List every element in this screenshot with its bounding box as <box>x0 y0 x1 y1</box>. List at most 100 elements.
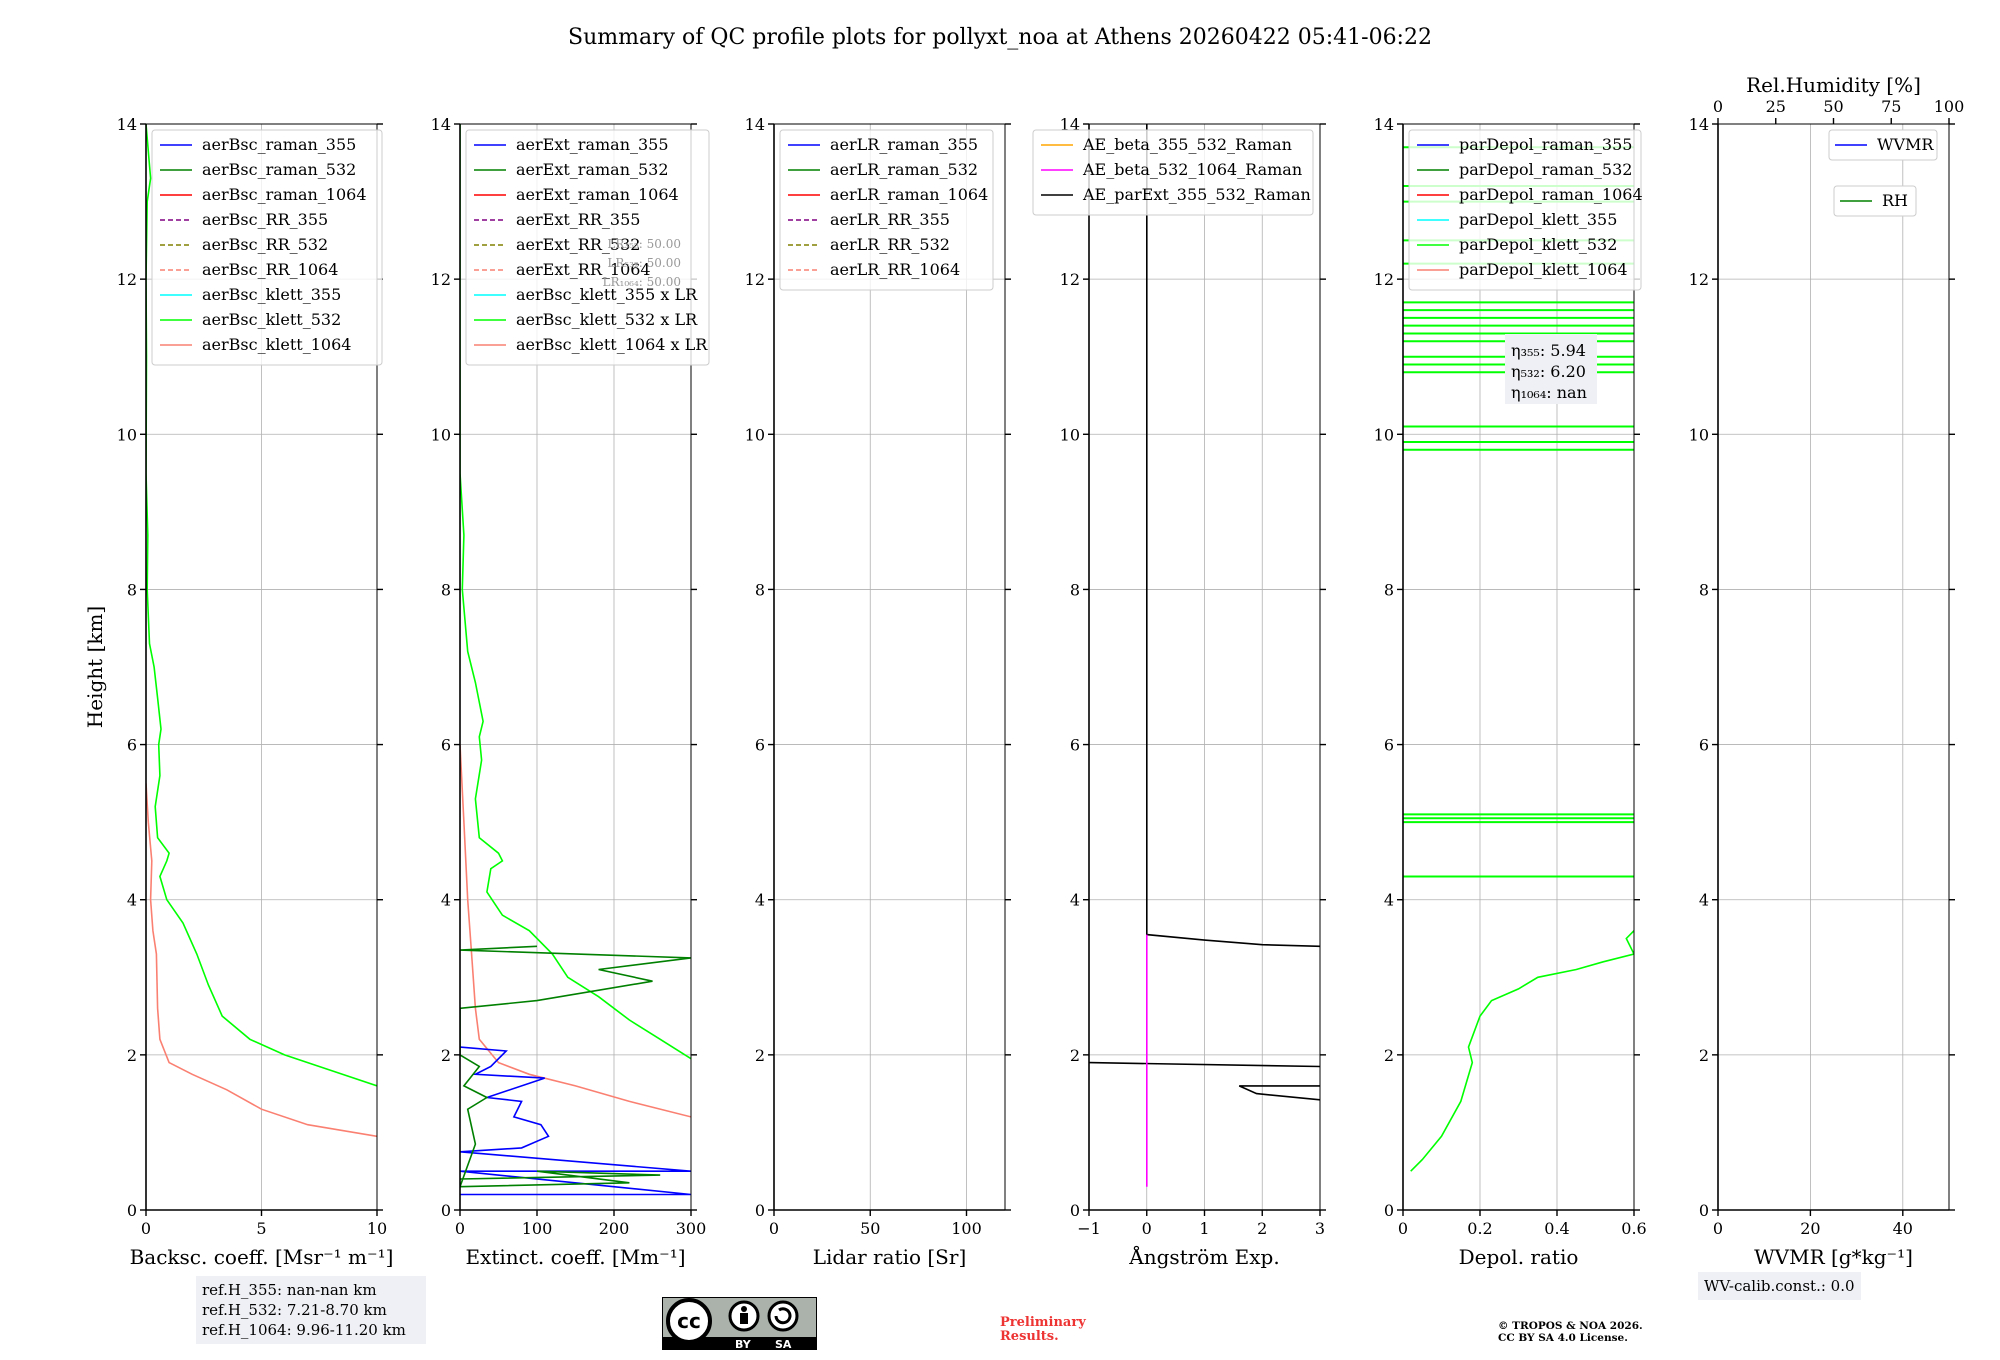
legend-label: RH <box>1882 191 1908 210</box>
legend-label: aerExt_raman_532 <box>516 160 669 179</box>
legend-label: aerBsc_RR_1064 <box>202 260 338 279</box>
y-tick-label: 10 <box>431 425 451 444</box>
legend: aerLR_raman_355 aerLR_raman_532 aerLR_rama… <box>779 129 994 291</box>
legend: AE_beta_355_532_Raman AE_beta_532_1064_Ra… <box>1032 129 1314 216</box>
copyright-line-2: CC BY SA 4.0 License. <box>1498 1332 1628 1344</box>
y-tick-label: 10 <box>1689 425 1709 444</box>
y-tick-label: 2 <box>127 1046 137 1065</box>
panel-5: 0 2 4 6 8 10 12 14 0 0.2 0.4 0.6 Depol. ratio parDepo… <box>1374 115 1647 1269</box>
y-tick-label: 4 <box>755 891 765 910</box>
x-top-tick-label: 75 <box>1881 97 1901 116</box>
eta-note: η₁₀₆₄: nan <box>1511 383 1587 402</box>
x-tick-label: 200 <box>599 1219 630 1238</box>
y-tick-label: 8 <box>755 580 765 599</box>
legend-label: aerExt_raman_1064 <box>516 185 679 204</box>
y-tick-label: 8 <box>1699 580 1709 599</box>
y-tick-label: 12 <box>1060 270 1080 289</box>
eta-note: η₅₃₂: 6.20 <box>1511 362 1586 381</box>
legend: WVMR RH <box>1828 129 1938 217</box>
y-tick-label: 12 <box>745 270 765 289</box>
preliminary-line-1: Preliminary <box>1000 1315 1086 1330</box>
wv-calib-text: WV-calib.const.: 0.0 <box>1704 1277 1855 1295</box>
legend-frame <box>1833 185 1917 217</box>
eta-box <box>1505 334 1597 404</box>
x-tick-label: −1 <box>1077 1219 1101 1238</box>
series-AE-parExt-355-532-Raman-low2 <box>1238 1085 1320 1101</box>
lr-note: LR₁₀₆₄: 50.00 <box>603 275 681 289</box>
panel-1: 0 2 4 6 8 10 12 14 0 5 10 Backsc. coeff. [Msr⁻¹ m⁻¹… <box>83 115 393 1269</box>
legend: aerExt_raman_355 aerExt_raman_532 aerExt_r… <box>465 129 710 366</box>
x-tick-label: 0.4 <box>1544 1219 1569 1238</box>
reference-height-box: ref.H_355: nan-nan km ref.H_532: 7.21-8.… <box>196 1276 426 1344</box>
y-tick-label: 4 <box>1384 891 1394 910</box>
y-tick-label: 6 <box>1699 736 1709 755</box>
x-tick-label: 5 <box>256 1219 266 1238</box>
y-tick-label: 8 <box>1384 580 1394 599</box>
x-tick-label: 2 <box>1257 1219 1267 1238</box>
y-tick-label: 6 <box>755 736 765 755</box>
y-tick-label: 12 <box>1374 270 1394 289</box>
y-tick-label: 0 <box>441 1201 451 1220</box>
legend-label: aerExt_raman_355 <box>516 135 669 154</box>
lr-note: LR₅₃₂: 50.00 <box>607 256 681 270</box>
y-tick-label: 2 <box>1384 1046 1394 1065</box>
legend-label: aerLR_RR_1064 <box>830 260 960 279</box>
eta-note: η₃₅₅: 5.94 <box>1511 341 1586 360</box>
legend-label: aerBsc_klett_532 <box>202 310 341 329</box>
legend-frame <box>465 129 710 366</box>
x-top-tick-label: 100 <box>1934 97 1965 116</box>
legend-label: aerBsc_klett_1064 x LR <box>516 335 708 354</box>
y-tick-label: 6 <box>1070 736 1080 755</box>
y-tick-label: 10 <box>745 425 765 444</box>
sa-label: SA <box>775 1338 792 1350</box>
y-tick-label: 6 <box>127 736 137 755</box>
y-tick-label: 4 <box>127 891 137 910</box>
sa-share-icon <box>767 1300 799 1332</box>
legend-frame <box>1828 129 1938 161</box>
panels: 0 2 4 6 8 10 12 14 0 5 10 Backsc. coeff. [Msr⁻¹ m⁻¹… <box>83 73 1964 1269</box>
legend-label: aerLR_raman_532 <box>830 160 978 179</box>
legend-label: aerExt_RR_1064 <box>516 260 651 279</box>
legend-label: aerBsc_klett_355 <box>202 285 341 304</box>
series-AE-parExt-355-532-Raman <box>1146 124 1320 948</box>
y-tick-label: 14 <box>431 115 451 134</box>
wv-calibration-box: WV-calib.const.: 0.0 <box>1698 1272 1861 1300</box>
y-tick-label: 12 <box>117 270 137 289</box>
x-tick-label: 100 <box>951 1219 982 1238</box>
series-aerBsc-klett-532-x-LR <box>460 124 691 1060</box>
y-tick-label: 2 <box>1070 1046 1080 1065</box>
y-tick-label: 14 <box>745 115 765 134</box>
y-tick-label: 2 <box>441 1046 451 1065</box>
y-tick-label: 4 <box>1699 891 1709 910</box>
legend-label: aerLR_RR_532 <box>830 235 950 254</box>
y-tick-label: 8 <box>441 580 451 599</box>
legend-label: aerLR_RR_355 <box>830 210 950 229</box>
y-tick-label: 0 <box>1070 1201 1080 1220</box>
x-axis-label: WVMR [g*kg⁻¹] <box>1754 1245 1913 1269</box>
x-axis-label: Ångström Exp. <box>1128 1244 1279 1269</box>
x-tick-label: 300 <box>676 1219 707 1238</box>
data-layer <box>1089 124 1320 1187</box>
preliminary-results-note: Preliminary Results. <box>1000 1316 1086 1344</box>
figure-title: Summary of QC profile plots for pollyxt_… <box>568 25 1432 50</box>
by-label: BY <box>735 1338 752 1350</box>
x-axis-label: Lidar ratio [Sr] <box>813 1245 967 1269</box>
x-axis-label: Backsc. coeff. [Msr⁻¹ m⁻¹] <box>130 1245 394 1269</box>
y-tick-label: 0 <box>755 1201 765 1220</box>
y-tick-label: 8 <box>127 580 137 599</box>
y-tick-label: 4 <box>1070 891 1080 910</box>
legend-label: aerBsc_RR_532 <box>202 235 328 254</box>
x-tick-label: 0 <box>1713 1219 1723 1238</box>
x-tick-label: 0.6 <box>1621 1219 1646 1238</box>
y-tick-label: 10 <box>1060 425 1080 444</box>
ref-line-1064: ref.H_1064: 9.96-11.20 km <box>202 1321 406 1339</box>
y-tick-label: 2 <box>755 1046 765 1065</box>
legend: parDepol_raman_355 parDepol_raman_532 parD… <box>1408 129 1643 291</box>
y-tick-label: 10 <box>117 425 137 444</box>
legend-label: AE_beta_532_1064_Raman <box>1082 160 1302 179</box>
y-tick-label: 8 <box>1070 580 1080 599</box>
x-top-tick-label: 25 <box>1766 97 1786 116</box>
y-tick-label: 0 <box>127 1201 137 1220</box>
panel-2: 0 2 4 6 8 10 12 14 0 100 200 300 Extinct. coeff. [Mm… <box>431 115 710 1269</box>
x-tick-label: 40 <box>1893 1219 1913 1238</box>
